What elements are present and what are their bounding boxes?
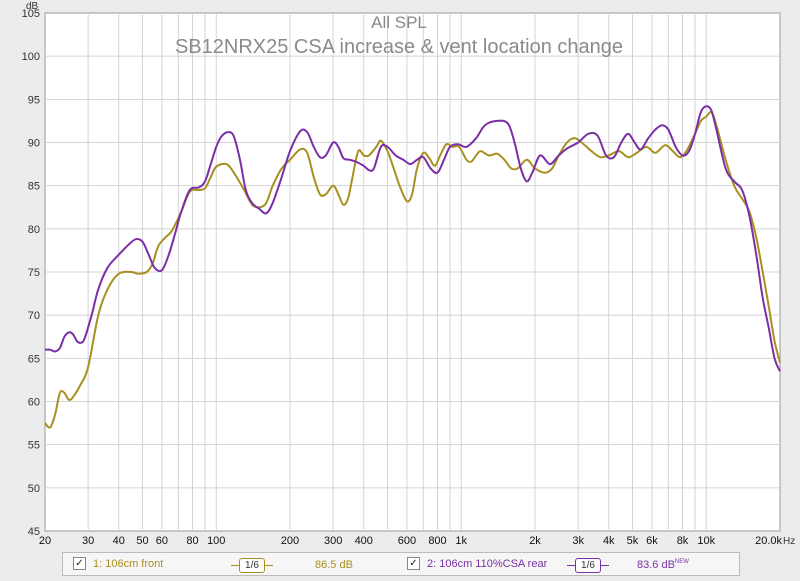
y-tick-label: 45	[28, 526, 40, 538]
y-axis-ticks: 45 50 55 60 65 70 75 80 85 90 95 100 105	[22, 8, 40, 538]
y-tick-label: 55	[28, 440, 40, 452]
x-tick-label: 60	[156, 535, 168, 547]
x-tick-label: 800	[428, 535, 446, 547]
y-tick-label: 105	[22, 8, 40, 20]
series-2-name: 2: 106cm 110%CSA rear	[427, 557, 548, 570]
series-2-level-value: 83.6 dB	[637, 559, 675, 571]
y-tick-label: 50	[28, 483, 40, 495]
x-tick-label: 3k	[572, 535, 584, 547]
y-tick-label: 85	[28, 181, 40, 193]
series-2-line	[44, 105, 781, 372]
chart-title: All SPL	[371, 13, 427, 32]
legend-bar: ✓ 1: 106cm front 1/6 86.5 dB ✓ 2: 106cm …	[62, 552, 740, 576]
x-tick-label: 300	[324, 535, 342, 547]
x-tick-label: 1k	[455, 535, 467, 547]
x-tick-label: 50	[136, 535, 148, 547]
x-axis-unit: Hz	[783, 536, 795, 547]
legend-item-front[interactable]: ✓ 1: 106cm front	[73, 557, 163, 570]
series-2-checkbox[interactable]: ✓	[407, 557, 420, 570]
x-tick-label: 5k	[627, 535, 639, 547]
series-1-smoothing[interactable]: 1/6	[239, 558, 265, 573]
x-tick-label: 4k	[603, 535, 615, 547]
y-tick-label: 100	[22, 51, 40, 63]
y-tick-label: 65	[28, 353, 40, 365]
y-tick-label: 80	[28, 224, 40, 236]
x-tick-label: 400	[355, 535, 373, 547]
x-tick-label: 10k	[697, 535, 715, 547]
y-tick-label: 75	[28, 267, 40, 279]
x-tick-label: 6k	[646, 535, 658, 547]
grid-lines	[45, 13, 780, 531]
legend-item-rear[interactable]: ✓ 2: 106cm 110%CSA rear	[407, 557, 547, 570]
chart-subtitle: SB12NRX25 CSA increase & vent location c…	[175, 36, 623, 58]
series-1-line	[44, 110, 781, 429]
y-tick-label: 90	[28, 138, 40, 150]
series-1-level: 86.5 dB	[315, 559, 353, 571]
y-tick-label: 60	[28, 397, 40, 409]
new-badge: NEW	[674, 559, 689, 565]
series-layer	[44, 105, 781, 429]
x-tick-label: 30	[82, 535, 94, 547]
series-2-smoothing[interactable]: 1/6	[575, 558, 601, 573]
x-tick-label: 200	[281, 535, 299, 547]
x-tick-label: 8k	[677, 535, 689, 547]
series-1-name: 1: 106cm front	[93, 557, 164, 570]
series-1-checkbox[interactable]: ✓	[73, 557, 86, 570]
x-tick-label: 600	[398, 535, 416, 547]
y-axis-unit: dB	[26, 1, 39, 12]
x-axis-ticks: 20 30 40 50 60 80 100 200 300 400 600 800 1k 2k 3k 4k 5k…	[39, 535, 783, 547]
y-tick-label: 70	[28, 310, 40, 322]
series-2-level: 83.6 dBNEW	[637, 559, 689, 571]
x-tick-label: 20.0k	[755, 535, 782, 547]
y-tick-label: 95	[28, 94, 40, 106]
x-tick-label: 80	[186, 535, 198, 547]
x-tick-label: 20	[39, 535, 51, 547]
x-tick-label: 2k	[529, 535, 541, 547]
x-tick-label: 40	[113, 535, 125, 547]
x-tick-label: 100	[207, 535, 225, 547]
